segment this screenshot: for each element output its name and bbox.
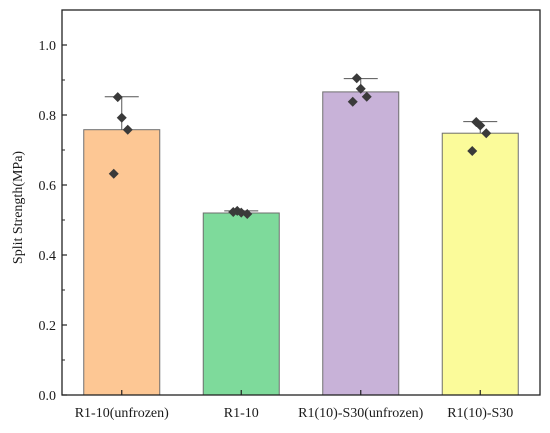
x-category-label: R1(10)-S30(unfrozen) <box>298 406 424 421</box>
error-bars-layer <box>104 78 498 213</box>
bar-2 <box>202 212 280 396</box>
x-category-label: R1(10)-S30 <box>447 406 513 421</box>
y-axis-ticks: 0.0 0.2 0.4 0.6 0.8 1.0 <box>39 9 67 404</box>
y-tick-label: 0.4 <box>39 249 57 264</box>
data-point-1-4 <box>108 168 119 179</box>
data-point-1-1 <box>112 92 123 103</box>
y-tick-label: 0.0 <box>39 389 57 404</box>
plot-frame <box>61 9 541 396</box>
bar-4 <box>441 132 519 396</box>
bars-layer <box>83 91 519 396</box>
data-point-1-2 <box>116 112 127 123</box>
data-point-3-1 <box>351 73 362 84</box>
bar-1 <box>83 129 161 396</box>
y-tick-label: 0.6 <box>39 179 57 194</box>
y-tick-label: 1.0 <box>39 39 57 54</box>
data-point-2-4 <box>228 206 239 217</box>
x-category-label: R1-10(unfrozen) <box>75 406 169 421</box>
data-point-4-2 <box>475 120 486 131</box>
y-axis-title: Split Strength(MPa) <box>11 151 26 265</box>
data-points-layer <box>108 73 492 220</box>
y-tick-label: 0.2 <box>39 319 57 334</box>
data-point-4-3 <box>481 128 492 139</box>
data-point-2-3 <box>242 209 253 220</box>
data-point-3-4 <box>347 96 358 107</box>
x-category-label: R1-10 <box>224 406 259 421</box>
x-axis-labels: R1-10(unfrozen) R1-10 R1(10)-S30(unfrozen)… <box>75 390 513 421</box>
data-point-3-2 <box>355 83 366 94</box>
data-point-1-3 <box>122 124 133 135</box>
data-point-4-4 <box>467 146 478 157</box>
bar-3 <box>322 91 400 396</box>
y-tick-label: 0.8 <box>39 109 57 124</box>
data-point-3-3 <box>361 91 372 102</box>
